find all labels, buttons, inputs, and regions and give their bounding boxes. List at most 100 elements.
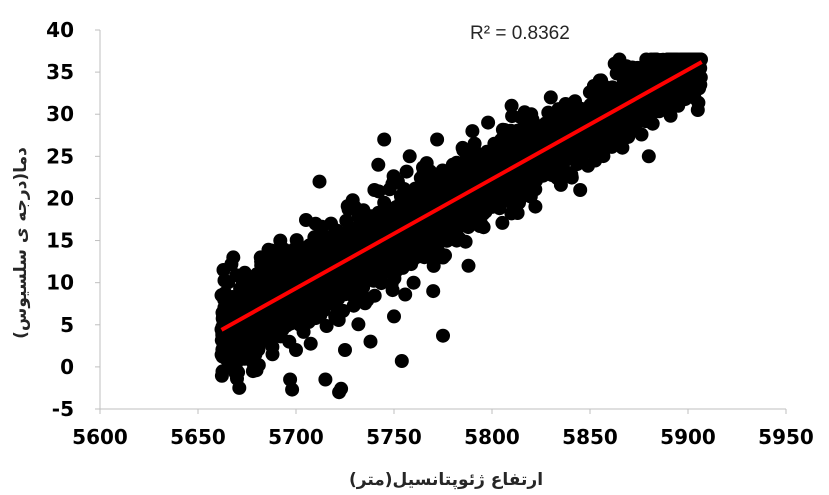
data-point: [671, 98, 686, 113]
cloud-point: [335, 228, 350, 243]
data-point: [377, 132, 392, 147]
cloud-point: [429, 238, 444, 252]
cloud-point: [279, 318, 294, 333]
y-tick-label: 25: [46, 144, 74, 168]
data-point: [661, 56, 676, 71]
data-point: [357, 233, 372, 248]
points-layer: [214, 52, 708, 400]
data-point: [455, 140, 470, 155]
cloud-point: [583, 98, 598, 113]
cloud-point: [426, 258, 441, 273]
cloud-point: [294, 270, 309, 285]
data-point: [387, 309, 401, 324]
cloud-point: [604, 139, 619, 154]
data-point: [214, 288, 229, 303]
cloud-point: [318, 285, 333, 300]
data-point: [390, 174, 405, 189]
cloud-point: [648, 99, 663, 114]
data-point: [690, 103, 705, 117]
cloud-point: [222, 355, 237, 370]
data-point: [622, 124, 637, 139]
cloud-point: [254, 272, 269, 287]
data-point: [347, 199, 362, 214]
data-point: [367, 183, 382, 197]
data-point: [465, 124, 480, 139]
data-point: [312, 174, 327, 189]
cloud-point: [289, 233, 304, 248]
cloud-point: [634, 127, 649, 142]
y-tick-label: 20: [46, 186, 74, 210]
data-point: [641, 149, 656, 164]
data-point: [543, 90, 558, 105]
data-point: [383, 208, 398, 223]
data-point: [292, 317, 307, 332]
data-point: [302, 292, 317, 307]
data-point: [430, 132, 445, 147]
data-point: [449, 233, 464, 248]
cloud-point: [505, 195, 520, 210]
cloud-point: [592, 90, 607, 104]
data-point: [485, 199, 499, 214]
x-axis-title: ارتفاع ژئوپتانسیل(متر): [349, 470, 543, 490]
y-tick-label: -5: [52, 397, 74, 421]
cloud-point: [385, 283, 400, 298]
cloud-point: [558, 149, 573, 164]
cloud-point: [567, 136, 582, 151]
data-point: [273, 233, 288, 248]
y-tick-label: 30: [46, 102, 74, 126]
cloud-point: [645, 116, 660, 131]
y-tick-label: 10: [46, 271, 74, 295]
cloud-point: [436, 250, 450, 265]
data-point: [249, 334, 264, 349]
ticks-layer: 5600 5650 5700 5750 5800 5850 5900 5950 -5 0 5 10 15…: [46, 18, 814, 449]
data-point: [504, 98, 519, 113]
x-tick-label: 5750: [366, 425, 422, 449]
x-tick-label: 5900: [660, 425, 716, 449]
cloud-point: [437, 216, 452, 231]
x-tick-label: 5950: [758, 425, 814, 449]
cloud-point: [214, 368, 229, 383]
cloud-point: [399, 164, 414, 179]
data-point: [469, 216, 484, 231]
cloud-point: [215, 305, 230, 320]
cloud-point: [521, 165, 536, 180]
data-point: [396, 242, 411, 256]
data-point: [242, 292, 256, 307]
data-point: [285, 382, 300, 397]
data-point: [426, 284, 441, 299]
cloud-point: [377, 195, 392, 210]
cloud-point: [386, 252, 401, 267]
data-point: [602, 90, 617, 105]
y-tick-label: 15: [46, 229, 74, 253]
data-point: [436, 328, 450, 343]
x-tick-label: 5600: [72, 425, 128, 449]
data-point: [402, 149, 417, 164]
data-point: [410, 199, 425, 214]
data-point: [353, 284, 368, 299]
data-point: [338, 343, 352, 357]
x-tick-label: 5850: [562, 425, 618, 449]
cloud-point: [256, 313, 271, 328]
cloud-point: [677, 79, 692, 94]
trendline: [220, 60, 703, 332]
cloud-point: [439, 227, 453, 242]
cloud-point: [504, 206, 519, 221]
cloud-point: [564, 170, 579, 185]
cloud-point: [228, 366, 243, 380]
data-point: [406, 275, 421, 290]
data-point: [612, 52, 627, 67]
data-point: [226, 250, 241, 265]
data-point: [494, 132, 509, 147]
cloud-point: [229, 268, 244, 283]
y-tick-label: 35: [46, 60, 74, 84]
cloud-point: [457, 161, 472, 176]
cloud-point: [363, 255, 378, 270]
cloud-point: [358, 296, 373, 311]
cloud-point: [514, 136, 529, 151]
data-point: [259, 326, 274, 341]
cloud-point: [314, 228, 329, 243]
data-point: [265, 347, 280, 362]
cloud-point: [541, 129, 556, 144]
cloud-point: [505, 109, 520, 124]
x-tick-label: 5650: [170, 425, 226, 449]
